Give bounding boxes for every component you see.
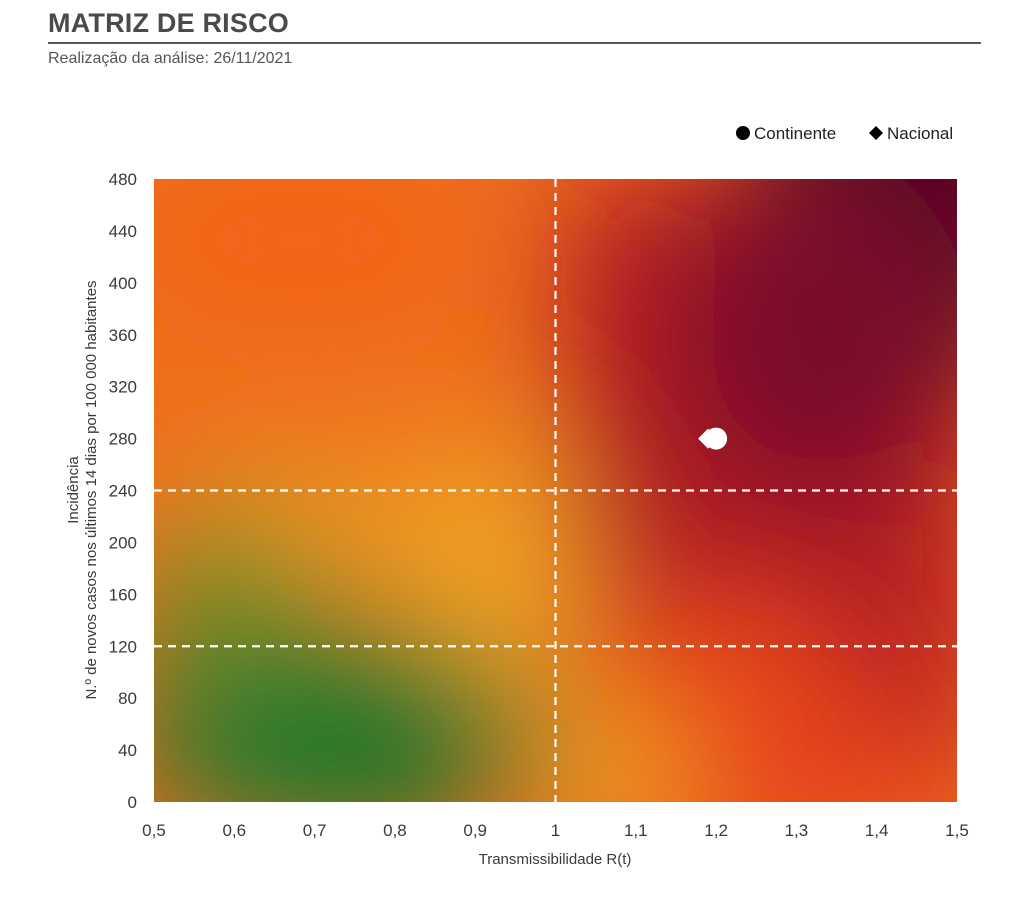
x-axis-title: Transmissibilidade R(t) bbox=[479, 851, 632, 868]
analysis-date: Realização da análise: 26/11/2021 bbox=[48, 50, 293, 67]
y-tick-label: 200 bbox=[109, 533, 137, 552]
page-title: MATRIZ DE RISCO bbox=[48, 8, 289, 38]
legend-nacional-label: Nacional bbox=[887, 124, 953, 143]
y-tick-label: 0 bbox=[128, 793, 137, 812]
y-tick-label: 40 bbox=[118, 741, 137, 760]
y-tick-label: 360 bbox=[109, 326, 137, 345]
x-tick-label: 0,8 bbox=[383, 821, 407, 840]
y-tick-label: 280 bbox=[109, 430, 137, 449]
x-tick-label: 1,2 bbox=[704, 821, 728, 840]
y-tick-label: 440 bbox=[109, 222, 137, 241]
y-tick-label: 120 bbox=[109, 637, 137, 656]
x-tick-label: 0,6 bbox=[222, 821, 246, 840]
x-tick-label: 1,5 bbox=[945, 821, 969, 840]
title-divider bbox=[48, 42, 981, 44]
threshold-lines bbox=[154, 179, 957, 802]
y-tick-label: 320 bbox=[109, 378, 137, 397]
y-axis: 0 40 80 120 160 200 240 280 320 360 400 440 480 bbox=[109, 170, 137, 812]
x-tick-label: 1,3 bbox=[785, 821, 809, 840]
y-axis-title-group: Incidência N.º de novos casos nos último… bbox=[65, 280, 100, 699]
x-tick-label: 0,5 bbox=[142, 821, 166, 840]
nacional-point bbox=[698, 428, 719, 449]
y-axis-title-line2: N.º de novos casos nos últimos 14 dias p… bbox=[83, 280, 100, 699]
legend-continente-marker bbox=[736, 126, 750, 140]
y-tick-label: 160 bbox=[109, 585, 137, 604]
y-tick-label: 480 bbox=[109, 170, 137, 189]
y-tick-label: 80 bbox=[118, 689, 137, 708]
y-tick-label: 240 bbox=[109, 482, 137, 501]
legend-nacional-marker bbox=[869, 126, 883, 140]
x-tick-label: 1 bbox=[551, 821, 560, 840]
x-tick-label: 1,1 bbox=[624, 821, 648, 840]
y-axis-title-line1: Incidência bbox=[65, 456, 82, 524]
legend-continente-label: Continente bbox=[754, 124, 836, 143]
y-tick-label: 400 bbox=[109, 274, 137, 293]
data-markers bbox=[698, 427, 728, 450]
x-tick-label: 0,9 bbox=[463, 821, 487, 840]
x-axis: 0,5 0,6 0,7 0,8 0,9 1 1,1 1,2 1,3 1,4 1,5 bbox=[142, 821, 969, 840]
chart-legend: Continente Nacional bbox=[736, 124, 953, 143]
x-tick-label: 0,7 bbox=[303, 821, 327, 840]
x-tick-label: 1,4 bbox=[865, 821, 889, 840]
